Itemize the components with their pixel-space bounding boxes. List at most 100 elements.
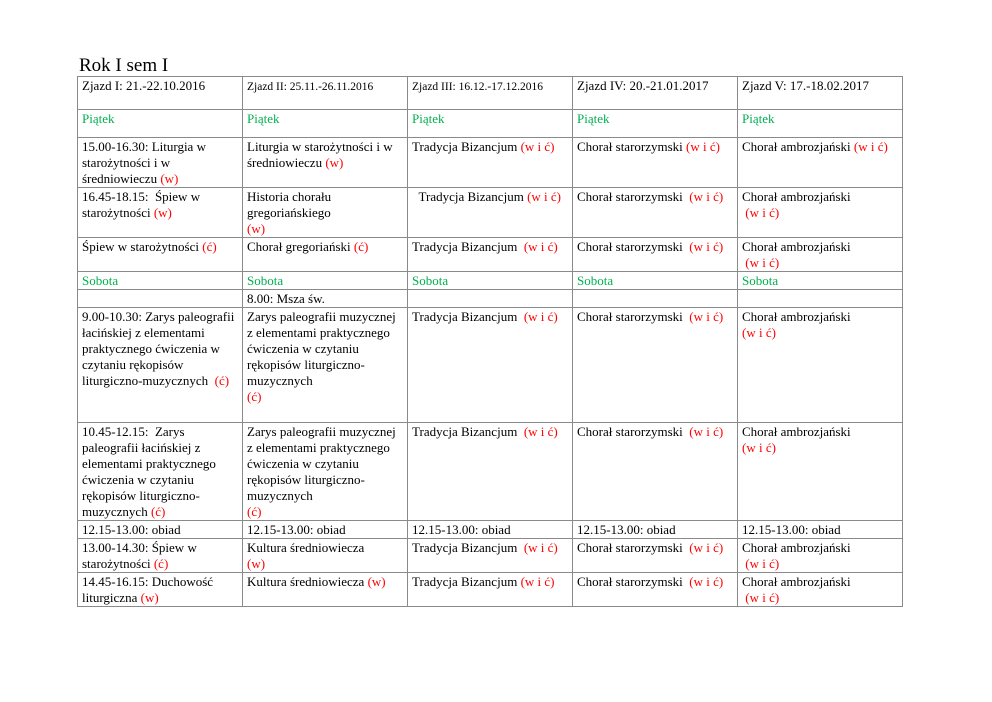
table-cell: 16.45-18.15: Śpiew w starożytności (w): [77, 187, 243, 238]
table-cell: Kultura średniowiecza (w): [242, 538, 408, 573]
day-label-cell: Piątek: [737, 109, 903, 138]
table-row: Śpiew w starożytności (ć) Chorał gregoria…: [77, 237, 903, 272]
table-cell: Zarys paleografii muzycznej z elementami…: [242, 422, 408, 521]
cell-text: Zjazd V: 17.-18.02.2017: [742, 78, 869, 93]
class-type-marker: (w i ć): [853, 139, 888, 154]
table-cell: Chorał starorzymski (w i ć): [572, 137, 738, 188]
cell-text: Zjazd III: 16.12.-17.12.2016: [412, 81, 543, 93]
class-type-marker: (w i ć): [689, 540, 724, 555]
class-type-marker: (w i ć): [523, 424, 558, 439]
class-type-marker: (ć): [247, 504, 262, 519]
class-type-marker: (w i ć): [520, 139, 555, 154]
cell-text: Tradycja Bizancjum: [412, 139, 521, 154]
table-cell: Chorał starorzymski (w i ć): [572, 538, 738, 573]
cell-text: Zarys paleografii muzycznej z elementami…: [247, 309, 399, 388]
table-cell: [407, 289, 573, 308]
day-label: Piątek: [247, 111, 280, 126]
day-label: Piątek: [82, 111, 115, 126]
class-type-marker: (ć): [353, 239, 369, 254]
column-header: Zjazd V: 17.-18.02.2017: [737, 76, 903, 110]
cell-text: Tradycja Bizancjum: [412, 540, 524, 555]
class-type-marker: (w i ć): [689, 189, 724, 204]
class-type-marker: (w): [160, 171, 179, 186]
table-cell: 15.00-16.30: Liturgia w starożytności i …: [77, 137, 243, 188]
day-label-cell: Sobota: [572, 271, 738, 290]
table-cell: 10.45-12.15: Zarys paleografii łacińskie…: [77, 422, 243, 521]
table-cell: [737, 289, 903, 308]
class-type-marker: (w): [153, 205, 172, 220]
cell-text: 12.15-13.00: obiad: [247, 522, 346, 537]
table-cell: 12.15-13.00: obiad: [242, 520, 408, 539]
day-label-cell: Piątek: [242, 109, 408, 138]
table-cell: Tradycja Bizancjum (w i ć): [407, 538, 573, 573]
table-row: 10.45-12.15: Zarys paleografii łacińskie…: [77, 422, 903, 521]
day-row: Piątek Piątek Piątek Piątek Piątek: [77, 109, 903, 138]
cell-text: 12.15-13.00: obiad: [82, 522, 181, 537]
table-cell: Chorał ambrozjański (w i ć): [737, 572, 903, 607]
cell-text: Kultura średniowiecza: [247, 574, 368, 589]
day-label: Sobota: [82, 273, 119, 288]
day-label: Piątek: [577, 111, 610, 126]
cell-text: Chorał ambrozjański: [742, 139, 854, 154]
cell-text: 12.15-13.00: obiad: [742, 522, 841, 537]
day-label-cell: Piątek: [77, 109, 243, 138]
table-cell: Chorał ambrozjański (w i ć): [737, 137, 903, 188]
table-row: 14.45-16.15: Duchowość liturgiczna (w) Ku…: [77, 572, 903, 607]
day-label: Piątek: [412, 111, 445, 126]
cell-text: 13.00-14.30: Śpiew w starożytności: [82, 540, 201, 571]
table-cell: Historia chorału gregoriańskiego (w): [242, 187, 408, 238]
cell-text: Chorał starorzymski: [577, 309, 690, 324]
cell-text: Śpiew w starożytności: [82, 239, 203, 254]
day-label-cell: Sobota: [77, 271, 243, 290]
class-type-marker: (ć): [214, 373, 230, 388]
table-cell: Chorał ambrozjański (w i ć): [737, 187, 903, 238]
column-header: Zjazd I: 21.-22.10.2016: [77, 76, 243, 110]
class-type-marker: (w i ć): [689, 424, 724, 439]
table-cell: Tradycja Bizancjum (w i ć): [407, 422, 573, 521]
table-cell: Chorał gregoriański (ć): [242, 237, 408, 272]
class-type-marker: (w i ć): [523, 540, 558, 555]
cell-text: 12.15-13.00: obiad: [412, 522, 511, 537]
table-cell: Chorał starorzymski (w i ć): [572, 237, 738, 272]
page-title: Rok I sem I: [79, 55, 169, 76]
table-cell: Liturgia w starożytności i w średniowiec…: [242, 137, 408, 188]
class-type-marker: (w i ć): [689, 309, 724, 324]
class-type-marker: (w): [140, 590, 159, 605]
class-type-marker: (ć): [150, 504, 166, 519]
class-type-marker: (w i ć): [686, 139, 720, 154]
table-cell: 13.00-14.30: Śpiew w starożytności (ć): [77, 538, 243, 573]
schedule-table: Zjazd I: 21.-22.10.2016 Zjazd II: 25.11.-…: [77, 76, 903, 607]
table-cell: Chorał starorzymski (w i ć): [572, 572, 738, 607]
column-header: Zjazd II: 25.11.-26.11.2016: [242, 76, 408, 110]
day-label-cell: Sobota: [407, 271, 573, 290]
table-cell: Tradycja Bizancjum (w i ć): [407, 237, 573, 272]
table-row: 8.00: Msza św.: [77, 289, 903, 308]
header-row: Zjazd I: 21.-22.10.2016 Zjazd II: 25.11.-…: [77, 76, 903, 110]
table-cell: Chorał ambrozjański (w i ć): [737, 422, 903, 521]
cell-text: Kultura średniowiecza: [247, 540, 368, 555]
class-type-marker: (ć): [153, 556, 169, 571]
cell-text: Chorał starorzymski: [577, 239, 690, 254]
table-row: 16.45-18.15: Śpiew w starożytności (w) Hi…: [77, 187, 903, 238]
class-type-marker: (w i ć): [689, 574, 724, 589]
class-type-marker: (w i ć): [742, 205, 780, 220]
class-type-marker: (w i ć): [742, 255, 780, 270]
cell-text: 16.45-18.15: Śpiew w starożytności: [82, 189, 204, 220]
table-cell: [77, 289, 243, 308]
table-cell: 14.45-16.15: Duchowość liturgiczna (w): [77, 572, 243, 607]
table-cell: Kultura średniowiecza (w): [242, 572, 408, 607]
table-row: 9.00-10.30: Zarys paleografii łacińskiej…: [77, 307, 903, 423]
class-type-marker: (w i ć): [742, 590, 780, 605]
table-cell: Tradycja Bizancjum (w i ć): [407, 307, 573, 423]
table-cell: Tradycja Bizancjum (w i ć): [407, 572, 573, 607]
cell-text: Chorał starorzymski: [577, 424, 690, 439]
cell-text: Zjazd I: 21.-22.10.2016: [82, 78, 206, 93]
table-cell: 12.15-13.00: obiad: [407, 520, 573, 539]
table-cell: Zarys paleografii muzycznej z elementami…: [242, 307, 408, 423]
cell-text: Chorał starorzymski: [577, 574, 690, 589]
cell-text: 8.00: Msza św.: [247, 291, 325, 306]
cell-text: 15.00-16.30: Liturgia w starożytności i …: [82, 139, 210, 186]
class-type-marker: (w): [367, 574, 386, 589]
day-label: Piątek: [742, 111, 775, 126]
cell-text: Chorał ambrozjański: [742, 189, 854, 204]
